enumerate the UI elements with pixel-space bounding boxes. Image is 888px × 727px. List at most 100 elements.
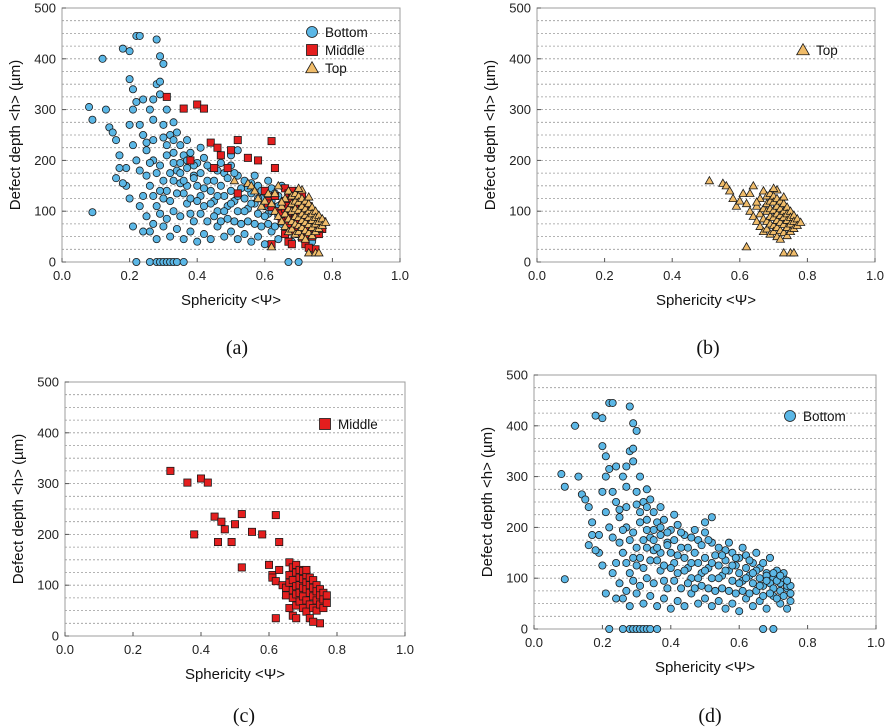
data-point-top (758, 185, 769, 195)
data-point-middle (271, 511, 280, 520)
data-point-middle (190, 530, 199, 539)
data-point-bottom (701, 528, 710, 537)
x-tick-label: 0.4 (188, 268, 206, 283)
data-point-middle (193, 100, 202, 109)
data-point-bottom (118, 44, 127, 53)
data-point-bottom (210, 212, 219, 221)
data-point-bottom (142, 138, 151, 147)
data-point-bottom (670, 576, 679, 585)
data-point-bottom (557, 470, 566, 479)
data-point-middle (203, 478, 212, 487)
data-point-bottom (213, 191, 222, 200)
data-point-bottom (162, 151, 171, 160)
data-point-middle (183, 478, 192, 487)
data-point-bottom (98, 54, 107, 63)
data-point-bottom (629, 553, 638, 562)
data-point-bottom (284, 257, 293, 266)
data-point-bottom (625, 536, 634, 545)
data-point-bottom (663, 528, 672, 537)
data-point-top (762, 224, 772, 233)
data-point-bottom (560, 575, 569, 584)
data-point-bottom (783, 576, 792, 585)
y-tick-label: 200 (34, 153, 56, 168)
data-point-bottom (156, 52, 165, 61)
data-point-bottom (85, 103, 94, 112)
data-point-top (734, 196, 745, 205)
data-point-bottom (260, 212, 269, 221)
data-point-top (263, 188, 274, 197)
data-point-bottom (786, 589, 795, 598)
data-point-top (280, 221, 290, 230)
data-point-bottom (159, 59, 168, 68)
x-tick-label: 0.0 (56, 642, 74, 657)
data-point-bottom (274, 235, 283, 244)
data-point-bottom (176, 169, 185, 178)
data-point-middle (186, 156, 195, 165)
x-tick-label: 0.8 (323, 268, 341, 283)
data-point-bottom (649, 525, 658, 534)
data-point-middle (216, 151, 225, 160)
data-point-bottom (260, 240, 269, 249)
y-tick-label: 100 (506, 571, 528, 586)
data-point-middle (247, 527, 256, 536)
data-point-top (276, 216, 287, 225)
data-point-bottom (656, 523, 665, 532)
data-point-middle (220, 525, 229, 534)
data-point-bottom (135, 120, 144, 129)
data-point-bottom (608, 487, 617, 496)
data-point-bottom (169, 118, 178, 127)
legend: Bottom Middle Top (304, 25, 368, 76)
data-point-bottom (677, 584, 686, 593)
data-point-bottom (632, 561, 641, 570)
data-point-bottom (745, 556, 754, 565)
panel-caption: (d) (698, 705, 721, 727)
x-tick-label: 1.0 (391, 268, 409, 283)
data-point-bottom (701, 518, 710, 527)
data-point-bottom (642, 485, 651, 494)
data-point-bottom (618, 625, 627, 634)
data-point-bottom (677, 543, 686, 552)
grid-lines (537, 20, 875, 250)
data-point-bottom (769, 625, 778, 634)
data-point-bottom (666, 564, 675, 573)
data-point-middle (292, 614, 301, 623)
data-point-middle (267, 137, 276, 146)
data-point-bottom (605, 464, 614, 473)
data-point-bottom (199, 153, 208, 162)
data-point-bottom (659, 561, 668, 570)
legend-marker-bottom (784, 410, 796, 422)
data-point-bottom (642, 574, 651, 583)
data-point-top (314, 247, 324, 257)
data-point-bottom (622, 462, 631, 471)
x-tick-label: 0.6 (260, 642, 278, 657)
data-point-bottom (666, 548, 675, 557)
data-point-bottom (612, 558, 621, 567)
data-point-middle (315, 619, 324, 628)
legend-marker-top (304, 60, 320, 74)
data-point-bottom (159, 120, 168, 129)
data-point-bottom (220, 232, 229, 241)
data-point-bottom (776, 571, 785, 580)
data-point-bottom (629, 528, 638, 537)
data-point-bottom (642, 515, 651, 524)
grid-lines (534, 387, 876, 617)
data-point-bottom (759, 591, 768, 600)
data-point-bottom (632, 426, 641, 435)
data-point-top (266, 241, 277, 251)
legend-label: Middle (338, 417, 378, 432)
data-point-middle (270, 164, 279, 173)
data-point-bottom (656, 503, 665, 512)
data-point-bottom (629, 457, 638, 466)
data-point-bottom (632, 543, 641, 552)
x-axis-label: Sphericity <Ψ> (655, 659, 755, 676)
data-point-bottom (172, 128, 181, 137)
data-point-bottom (598, 442, 607, 451)
data-point-bottom (728, 576, 737, 585)
data-point-bottom (156, 186, 165, 195)
data-point-bottom (584, 503, 593, 512)
data-point-bottom (196, 143, 205, 152)
data-point-top (320, 217, 331, 226)
data-point-bottom (142, 212, 151, 221)
data-point-middle (302, 607, 311, 616)
data-point-middle (302, 565, 311, 574)
